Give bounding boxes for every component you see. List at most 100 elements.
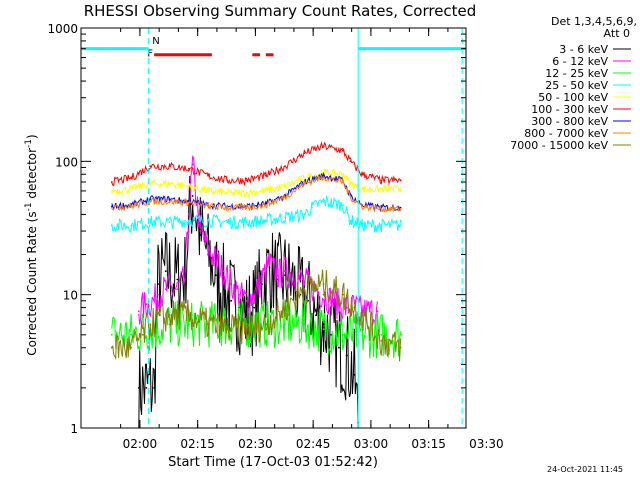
series-8-point-16 <box>399 346 402 349</box>
series-5-point-2 <box>149 165 152 168</box>
series-3-point-11 <box>311 206 313 209</box>
series-2-point-14 <box>380 333 383 336</box>
series-4-point-13 <box>349 182 352 185</box>
legend-label-8: 7000 - 15000 keV <box>510 139 608 152</box>
series-7 <box>110 174 402 213</box>
series-7-point-11 <box>322 176 325 179</box>
series-4-point-4 <box>187 185 190 188</box>
series-0-point-1 <box>145 387 148 389</box>
series-1-point-11 <box>214 259 217 262</box>
series-3-point-10 <box>303 213 306 216</box>
series-4-point-0 <box>110 190 113 192</box>
y-tick-label-3: 1000 <box>47 22 78 36</box>
series-0-point-11 <box>214 274 217 277</box>
series-0-point-17 <box>261 283 263 285</box>
x-tick-label-6: 03:30 <box>469 437 504 451</box>
series-8-point-6 <box>207 323 210 326</box>
x-tick-label-1: 02:15 <box>180 437 215 451</box>
x-tick-label-0: 02:00 <box>123 437 158 451</box>
axis-layer: 1 10 100 1000 02:00 02:15 02:30 02:45 03:00 03:15… <box>47 22 503 451</box>
series-1-point-2 <box>153 299 156 302</box>
y-tick-label-2: 100 <box>55 155 78 169</box>
series-2-point-13 <box>361 333 363 336</box>
series-5-point-3 <box>168 165 171 168</box>
series-3-point-9 <box>284 216 286 219</box>
legend-label-7: 800 - 7000 keV <box>524 127 608 140</box>
series-5-point-5 <box>207 174 210 177</box>
series-1-point-32 <box>376 310 379 313</box>
series-line-3 <box>111 194 402 234</box>
series-7-point-7 <box>245 206 248 209</box>
series-4-point-16 <box>399 188 402 190</box>
series-8-point-1 <box>130 346 133 349</box>
x-tick-label-3: 02:45 <box>296 437 331 451</box>
series-1-point-13 <box>230 283 233 285</box>
series-6-point-11 <box>322 174 325 177</box>
series-7-point-0 <box>110 206 113 209</box>
series-1-point-0 <box>137 310 140 313</box>
series-1-point-15 <box>245 299 248 302</box>
series-5-point-10 <box>303 152 306 155</box>
series-0-point-20 <box>284 274 286 277</box>
x-tick-label-2: 02:30 <box>238 437 273 451</box>
series-0-point-8 <box>191 195 194 197</box>
x-tick-label-4: 03:00 <box>354 437 389 451</box>
series-5-point-7 <box>245 179 248 182</box>
series-5-point-9 <box>284 165 286 168</box>
series-line-4 <box>111 167 402 198</box>
legend-label-4: 50 - 100 keV <box>538 91 608 104</box>
timestamp: 24-Oct-2021 11:45 <box>547 465 623 474</box>
series-7-point-15 <box>380 208 383 210</box>
series-5-point-13 <box>349 160 352 163</box>
series-2-point-4 <box>187 323 190 326</box>
f-flag-label: F <box>147 49 153 60</box>
series-4-point-15 <box>380 188 383 190</box>
series-0-point-0 <box>137 387 140 389</box>
series-3-point-5 <box>207 219 210 222</box>
series-7-point-3 <box>168 200 171 203</box>
overlay-layer: NF <box>81 28 466 428</box>
series-0-point-5 <box>176 278 179 281</box>
series-2-point-10 <box>303 323 306 326</box>
series-1-point-26 <box>330 299 333 302</box>
series-1-point-12 <box>222 270 225 273</box>
series-8-point-0 <box>110 346 113 349</box>
series-3-point-2 <box>149 221 152 224</box>
series-4-point-8 <box>264 190 267 192</box>
x-tick-label-5: 03:15 <box>411 437 446 451</box>
series-5 <box>110 141 402 187</box>
series-1-point-1 <box>145 303 148 305</box>
series-2-point-9 <box>284 323 286 326</box>
series-3-point-12 <box>322 200 325 203</box>
series-5-point-15 <box>380 179 383 182</box>
series-3-point-17 <box>399 224 402 227</box>
legend-label-2: 12 - 25 keV <box>545 67 608 80</box>
series-0-point-24 <box>315 314 317 317</box>
series-8-point-9 <box>264 323 267 326</box>
series-3-point-1 <box>130 224 133 227</box>
series-5-point-4 <box>187 167 190 170</box>
series-1-point-14 <box>237 293 240 296</box>
series-3-point-16 <box>380 224 383 227</box>
series-line-7 <box>111 174 402 213</box>
series-1-point-22 <box>299 278 302 281</box>
series-1-point-4 <box>164 288 167 290</box>
series-line-5 <box>111 141 402 187</box>
series-0-point-18 <box>268 266 271 269</box>
series-3-point-8 <box>264 219 267 222</box>
series-0-point-13 <box>230 299 233 302</box>
series-5-point-14 <box>361 173 363 176</box>
series-5-point-16 <box>399 179 402 182</box>
series-0-point-9 <box>199 234 202 236</box>
series-8-point-14 <box>361 314 363 317</box>
series-7-point-6 <box>226 206 229 209</box>
series-3-point-4 <box>187 219 190 222</box>
series-5-point-0 <box>110 181 113 183</box>
series-2-point-0 <box>110 333 113 336</box>
series-4 <box>110 167 402 198</box>
series-8-point-3 <box>149 323 152 326</box>
series-8-point-7 <box>226 328 229 331</box>
series-4-point-10 <box>303 177 306 179</box>
